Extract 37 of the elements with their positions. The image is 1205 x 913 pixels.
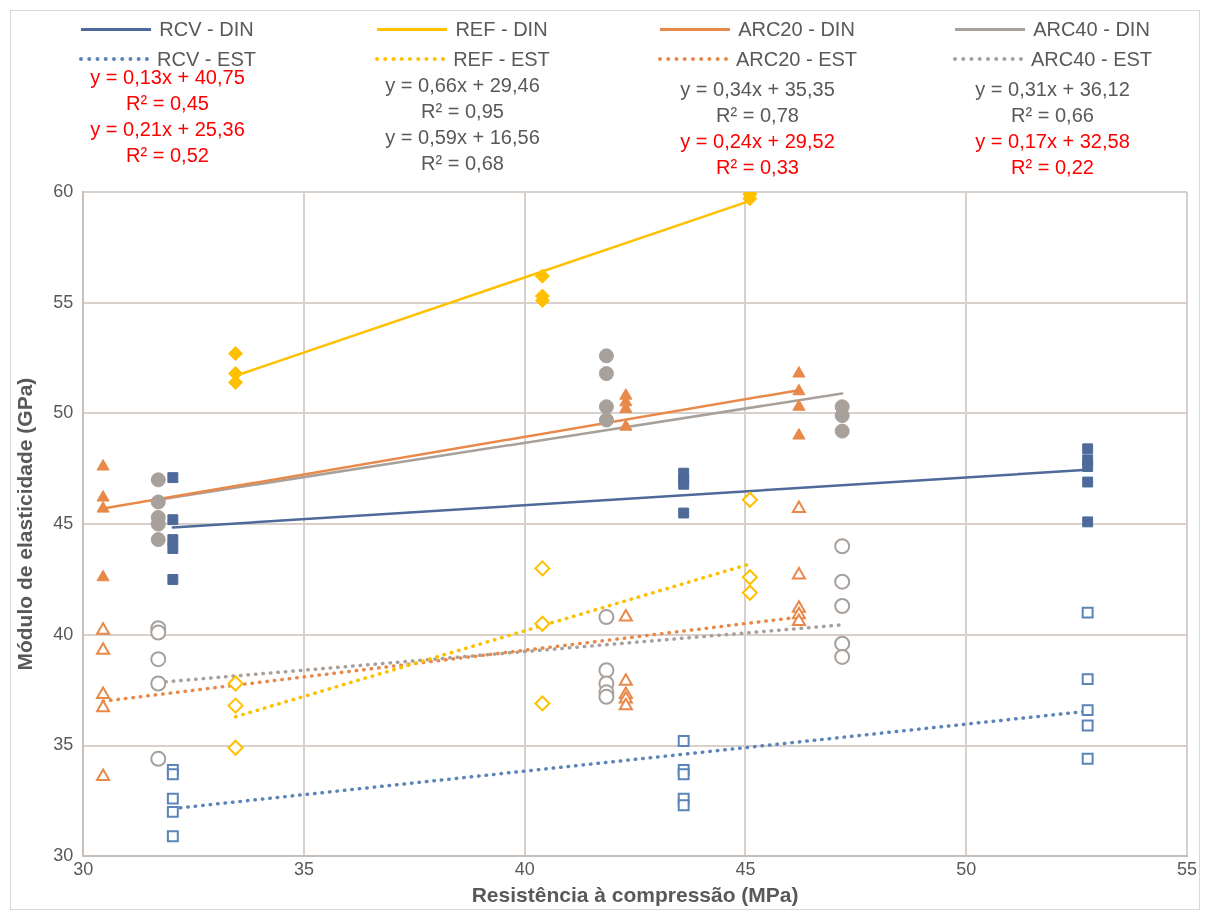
y-axis-title: Módulo de elasticidade (GPa) <box>13 377 37 671</box>
text: y = 0,66x + 29,46 <box>385 73 540 98</box>
text: y = 0,24x + 29,52 <box>680 129 835 154</box>
legend-label: REF - DIN <box>455 17 548 41</box>
legend-label: ARC20 - EST <box>735 47 858 71</box>
x-tick-label: 45 <box>735 858 756 879</box>
y-tick-label: 60 <box>53 180 74 201</box>
text: R² = 0,95 <box>421 99 504 124</box>
x-tick-label: 40 <box>514 858 535 879</box>
x-tick-label: 50 <box>956 858 977 879</box>
text: R² = 0,52 <box>126 143 209 168</box>
y-tick-label: 40 <box>53 623 74 644</box>
text: y = 0,31x + 36,12 <box>975 77 1130 102</box>
x-tick-label: 30 <box>73 858 94 879</box>
y-tick-label: 55 <box>53 291 74 312</box>
y-tick-label: 30 <box>53 845 74 866</box>
text: R² = 0,68 <box>421 151 504 176</box>
text: R² = 0,22 <box>1011 155 1094 180</box>
text: R² = 0,78 <box>716 103 799 128</box>
x-tick-label: 35 <box>293 858 314 879</box>
x-axis-title: Resistência à compressão (MPa) <box>471 883 799 907</box>
text: R² = 0,66 <box>1011 103 1094 128</box>
text: y = 0,21x + 25,36 <box>90 117 245 142</box>
legend-label: RCV - DIN <box>159 17 254 41</box>
text: y = 0,17x + 32,58 <box>975 129 1130 154</box>
text: y = 0,59x + 16,56 <box>385 125 540 150</box>
x-tick-label: 55 <box>1176 858 1198 879</box>
legend-label: ARC20 - DIN <box>738 17 855 41</box>
text: R² = 0,33 <box>716 155 799 180</box>
text: y = 0,34x + 35,35 <box>680 77 835 102</box>
y-tick-label: 50 <box>53 402 74 423</box>
y-tick-label: 35 <box>53 734 74 755</box>
legend-label: ARC40 - DIN <box>1033 17 1150 41</box>
legend-label: ARC40 - EST <box>1030 47 1153 71</box>
text: R² = 0,45 <box>126 91 209 116</box>
y-tick-label: 45 <box>53 513 74 534</box>
legend-label: REF - EST <box>453 47 550 71</box>
